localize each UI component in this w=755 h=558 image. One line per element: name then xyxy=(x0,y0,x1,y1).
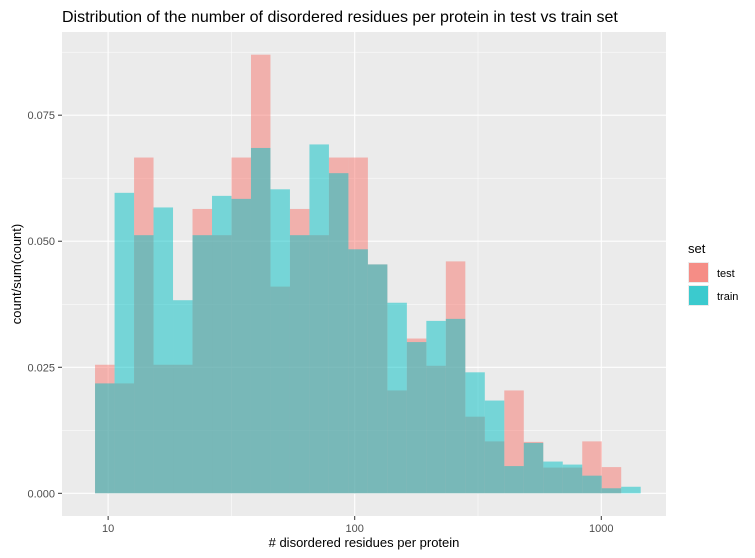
bar-train-17 xyxy=(426,320,446,494)
bar-train-14 xyxy=(367,264,388,494)
legend-label-train: train xyxy=(717,291,738,303)
chart-title: Distribution of the number of disordered… xyxy=(62,9,618,26)
y-tick-label: 0.075 xyxy=(27,110,55,122)
y-axis-title: count/sum(count) xyxy=(9,224,24,324)
bar-train-21 xyxy=(504,466,524,494)
bar-test-26 xyxy=(601,467,622,494)
bar-train-25 xyxy=(582,475,602,494)
x-tick-label: 1000 xyxy=(589,523,613,535)
bar-train-6 xyxy=(212,195,232,494)
bar-train-20 xyxy=(484,400,505,494)
bar-train-9 xyxy=(270,189,290,494)
bar-train-13 xyxy=(348,249,368,494)
bar-train-3 xyxy=(153,207,174,494)
y-tick-label: 0.025 xyxy=(27,362,55,374)
bar-train-19 xyxy=(465,372,485,494)
bar-train-10 xyxy=(289,235,310,494)
y-axis: 0.000 0.025 0.050 0.075 xyxy=(27,110,62,500)
x-tick-label: 10 xyxy=(102,523,114,535)
x-tick-label: 100 xyxy=(346,523,364,535)
legend-title: set xyxy=(688,241,706,256)
series-train-bars xyxy=(95,144,641,494)
bar-train-5 xyxy=(192,235,213,494)
y-tick-label: 0.000 xyxy=(27,488,55,500)
bar-train-27 xyxy=(621,486,641,494)
bar-train-0 xyxy=(95,383,115,494)
x-axis: 10 100 1000 xyxy=(102,516,614,535)
bar-train-23 xyxy=(543,461,563,494)
x-axis-title: # disordered residues per protein xyxy=(269,535,460,550)
bar-train-12 xyxy=(328,173,349,494)
bar-train-11 xyxy=(309,144,329,494)
bar-train-4 xyxy=(173,300,193,494)
bar-train-1 xyxy=(114,192,135,494)
bar-train-24 xyxy=(562,464,583,494)
bar-train-22 xyxy=(523,442,544,494)
bar-train-15 xyxy=(387,302,407,494)
bar-train-26 xyxy=(601,488,622,494)
y-tick-label: 0.050 xyxy=(27,236,55,248)
bar-train-7 xyxy=(231,198,251,494)
legend-label-test: test xyxy=(717,268,735,280)
legend-swatch-test xyxy=(689,263,708,282)
bar-train-18 xyxy=(445,318,466,494)
bar-train-8 xyxy=(250,147,271,494)
legend-swatch-train xyxy=(689,286,708,305)
legend: set test train xyxy=(688,241,738,306)
bar-train-2 xyxy=(134,235,154,494)
bar-train-16 xyxy=(406,342,427,494)
